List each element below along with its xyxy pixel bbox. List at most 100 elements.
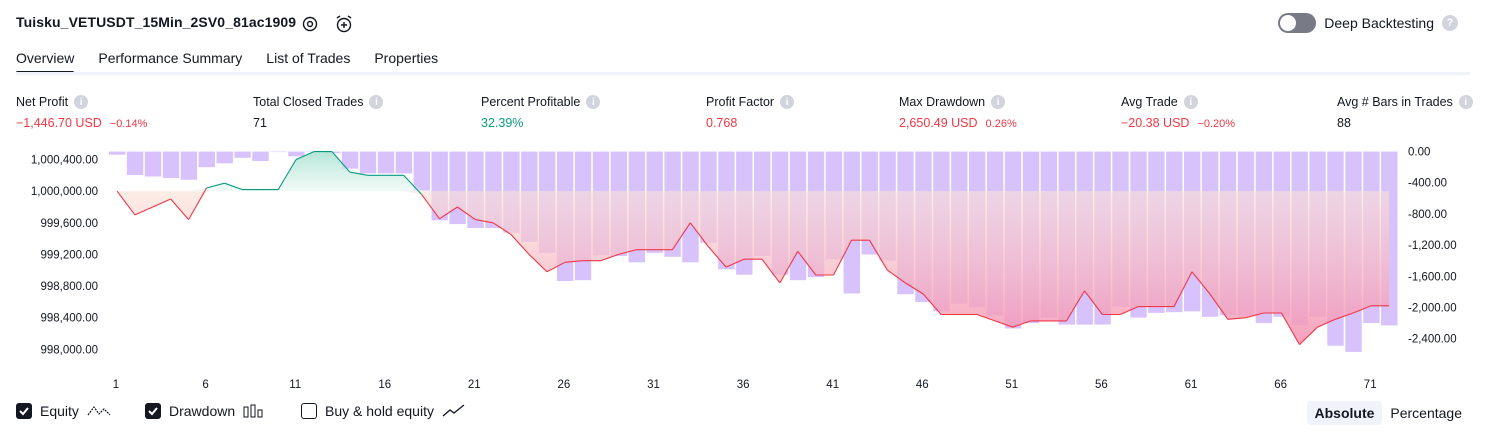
equity-line-segment: [761, 258, 781, 284]
equity-line-segment: [1066, 290, 1085, 322]
metric-label: Profit Factor: [706, 95, 775, 109]
metric-value: −1,446.70 USD: [16, 116, 102, 130]
metric-label: Net Profit: [16, 95, 69, 109]
drawdown-axis-label: -2,400.00: [1408, 334, 1457, 346]
equity-line-segment: [277, 159, 297, 190]
drawdown-bar: [270, 151, 287, 153]
drawdown-bar: [252, 151, 269, 161]
x-tick-label: 36: [737, 379, 750, 391]
x-tick-label: 26: [558, 379, 571, 391]
info-icon[interactable]: i: [991, 95, 1006, 109]
equity-loss-area: [116, 191, 1390, 345]
info-icon[interactable]: i: [1458, 95, 1473, 109]
equity-line-segment: [152, 198, 171, 208]
equity-line-segment: [331, 151, 351, 173]
equity-line-segment: [689, 222, 709, 247]
legend-label: Equity: [40, 403, 79, 419]
equity-line-segment: [403, 174, 422, 195]
scale-percentage-button[interactable]: Percentage: [1390, 405, 1462, 421]
equity-line-segment: [1317, 318, 1336, 328]
equity-line-segment: [725, 258, 745, 268]
metric-value: 0.768: [706, 116, 738, 130]
alarm-plus-icon[interactable]: [333, 13, 355, 35]
drawdown-bar: [288, 151, 305, 157]
tab-list-of-trades[interactable]: List of Trades: [266, 50, 351, 66]
x-tick-label: 46: [916, 379, 929, 391]
x-tick-label: 71: [1364, 379, 1377, 391]
equity-line-segment: [1335, 312, 1354, 320]
help-icon[interactable]: ?: [1442, 15, 1458, 31]
info-icon[interactable]: i: [586, 95, 601, 109]
info-icon[interactable]: i: [74, 95, 89, 109]
info-icon[interactable]: i: [780, 95, 795, 109]
equity-drawdown-chart[interactable]: 1,000,400.00 1,000,000.00 999,600.00 999,20…: [0, 140, 1486, 395]
deep-backtesting-label: Deep Backtesting: [1324, 15, 1434, 31]
metric-percent: −0.14%: [109, 118, 148, 130]
equity-line-segment: [976, 313, 996, 322]
equity-axis-label: 999,600.00: [40, 218, 98, 230]
equity-line-segment: [797, 250, 817, 276]
info-icon[interactable]: i: [369, 95, 384, 109]
checkbox-equity[interactable]: [16, 403, 32, 419]
x-tick-label: 61: [1185, 379, 1198, 391]
metric-avg-trade: Avg Trade i −20.38 USD −0.20%: [1121, 94, 1235, 130]
x-tick-label: 41: [826, 379, 839, 391]
equity-line-segment: [1084, 290, 1103, 315]
drawdown-axis-label: -800.00: [1408, 209, 1447, 221]
equity-line-segment: [170, 198, 190, 220]
metric-label: Avg Trade: [1121, 95, 1178, 109]
drawdown-bar: [377, 151, 395, 174]
tab-overview[interactable]: Overview: [16, 48, 86, 74]
metric-value: 32.39%: [481, 116, 524, 130]
equity-line-segment: [206, 182, 225, 189]
x-tick-label: 56: [1095, 379, 1108, 391]
equity-axis-label: 998,000.00: [40, 344, 98, 356]
equity-axis-label: 998,400.00: [40, 313, 98, 325]
x-tick-label: 11: [289, 379, 301, 391]
equity-line-segment: [1209, 293, 1229, 320]
legend-drawdown[interactable]: Drawdown: [145, 403, 265, 419]
drawdown-axis-label: -1,200.00: [1408, 240, 1457, 252]
drawdown-bar: [341, 151, 359, 169]
equity-line-segment: [492, 222, 512, 236]
metric-value: 2,650.49 USD: [899, 116, 978, 130]
equity-line-segment: [1352, 305, 1372, 314]
equity-line-segment: [421, 193, 440, 220]
equity-line-segment: [833, 239, 852, 276]
drawdown-bar: [162, 151, 180, 179]
report-tabs: Overview Performance Summary List of Tra…: [16, 48, 450, 74]
equity-line-segment: [134, 206, 154, 216]
checkbox-buy-hold[interactable]: [301, 403, 317, 419]
equity-line-segment: [1120, 306, 1139, 316]
x-tick-label: 21: [468, 379, 481, 391]
equity-line-segment: [1191, 271, 1211, 295]
equity-line-icon: [87, 405, 111, 416]
tab-performance-summary[interactable]: Performance Summary: [98, 50, 243, 66]
drawdown-bar: [198, 151, 215, 168]
scale-mode-toggle: Absolute Percentage: [1306, 401, 1471, 425]
metric-profit-factor: Profit Factor i 0.768: [706, 94, 795, 130]
gear-icon[interactable]: [299, 13, 321, 35]
metric-label: Percent Profitable: [481, 95, 581, 109]
equity-line-segment: [1245, 312, 1264, 319]
equity-line-segment: [1227, 317, 1246, 320]
equity-line-segment: [779, 251, 799, 284]
legend-buy-hold[interactable]: Buy & hold equity: [301, 403, 466, 419]
info-icon[interactable]: i: [1183, 95, 1198, 109]
equity-line-segment: [869, 239, 888, 271]
tab-properties[interactable]: Properties: [374, 50, 439, 66]
drawdown-axis-label: -1,600.00: [1408, 271, 1457, 283]
legend-equity[interactable]: Equity: [16, 403, 111, 419]
deep-backtesting-toggle[interactable]: [1278, 13, 1317, 33]
x-tick-label: 66: [1274, 379, 1287, 391]
metric-avg-bars: Avg # Bars in Trades i 88: [1337, 94, 1473, 130]
metric-net-profit: Net Profit i −1,446.70 USD −0.14%: [16, 94, 147, 130]
equity-line-segment: [887, 269, 906, 284]
drawdown-axis-label: -2,000.00: [1408, 302, 1457, 314]
checkbox-drawdown[interactable]: [145, 403, 161, 419]
equity-line-segment: [671, 222, 691, 251]
x-tick-label: 31: [647, 379, 660, 391]
metric-value: 71: [253, 116, 267, 130]
equity-line-segment: [439, 206, 458, 220]
scale-absolute-button[interactable]: Absolute: [1306, 401, 1383, 425]
